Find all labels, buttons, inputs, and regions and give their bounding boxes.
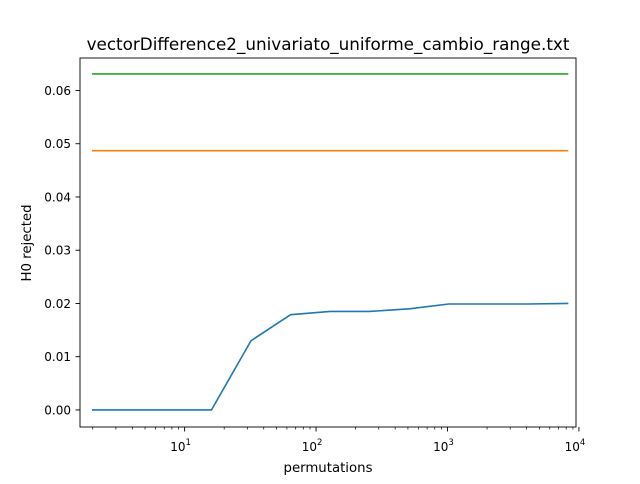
x-axis: 101 102 103 104 [92,427,586,454]
series-line-1 [91,302,569,411]
y-tick-label: 0.00 [44,403,71,417]
chart-title: vectorDifference2_univariato_uniforme_ca… [87,34,570,55]
y-tick-label: 0.04 [44,190,71,204]
y-tick-label: 0.05 [44,137,71,151]
x-axis-label: permutations [284,461,373,476]
x-tick-label: 103 [433,438,454,454]
y-tick-label: 0.02 [44,297,71,311]
y-axis-label: H0 rejected [20,204,35,281]
y-tick-label: 0.06 [44,84,71,98]
x-tick-label: 102 [302,438,323,454]
x-tick-label: 101 [170,438,191,454]
y-axis: 0.00 0.01 0.02 0.03 0.04 0.05 0.06 [44,84,80,417]
plot-frame [79,57,577,428]
y-tick-label: 0.03 [44,244,71,258]
x-tick-label: 104 [565,438,586,454]
y-tick-label: 0.01 [44,350,71,364]
plot-lines [91,73,569,411]
